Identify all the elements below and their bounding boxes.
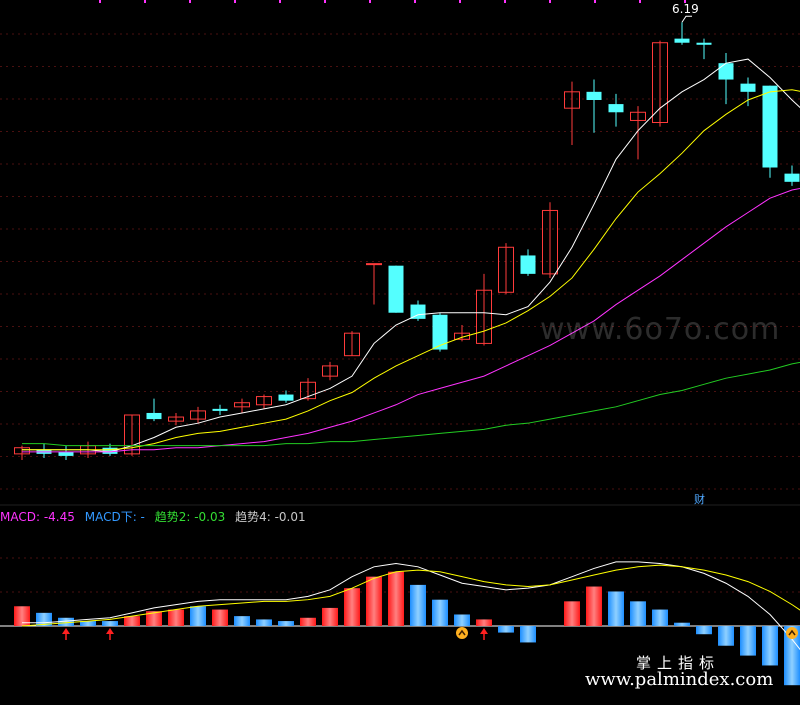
macd-bar [146, 611, 162, 626]
candle-body-down [696, 42, 712, 45]
macd-bar [212, 609, 228, 626]
watermark-6o7o: www.6o7o.com [540, 312, 781, 347]
ma-line [22, 89, 800, 451]
legend-trend2: 趋势2: -0.03 [154, 510, 226, 524]
candle-body-up [168, 416, 184, 422]
candle-body-up [454, 332, 470, 340]
macd-bar [300, 617, 316, 626]
signal-circle-icon [786, 627, 798, 639]
buy-arrow-head-icon [106, 628, 114, 634]
macd-legend: MACD: -4.45 MACD下: - 趋势2: -0.03 趋势4: -0.… [0, 508, 312, 525]
macd-bar [366, 576, 382, 626]
macd-bar [630, 601, 646, 626]
candle-body-up [652, 42, 668, 123]
macd-bar [784, 626, 800, 686]
macd-bar [520, 626, 536, 643]
macd-bar [344, 588, 360, 626]
signal-chevron-icon [458, 629, 466, 636]
legend-trend4: 趋势4: -0.01 [235, 510, 306, 524]
candle-body-up [300, 381, 316, 400]
candle-body-down [674, 38, 690, 43]
candle-body-up [322, 365, 338, 377]
macd-bar [168, 609, 184, 626]
legend-macd-down: MACD下: - [84, 510, 145, 524]
candle-body-up [234, 402, 250, 408]
candle-body-up [344, 332, 360, 357]
macd-bar [58, 617, 74, 626]
macd-line [21, 564, 800, 627]
macd-bar [256, 619, 272, 626]
macd-bar [674, 622, 690, 626]
macd-bar [652, 609, 668, 626]
candle-body-down [146, 412, 162, 420]
macd-bar [388, 571, 404, 626]
macd-bar [564, 601, 580, 626]
watermark-palmindex: www.palmindex.com [585, 669, 774, 690]
macd-bar [102, 621, 118, 626]
macd-bar [80, 621, 96, 626]
candle-body-down [388, 265, 404, 313]
buy-arrow-head-icon [480, 628, 488, 634]
peak-pointer [681, 15, 692, 23]
candle-body-down [740, 83, 756, 92]
candle-body-down [608, 104, 624, 113]
macd-bar [454, 614, 470, 626]
candle-body-up [498, 246, 514, 293]
candle-body-up [476, 289, 492, 344]
ma-line [22, 361, 800, 447]
candle-body-down [212, 408, 228, 411]
candle-body-up [190, 410, 206, 420]
macd-bar [14, 606, 30, 626]
macd-bar [190, 606, 206, 626]
watermark-palmindex-cn: 掌上指标 [636, 654, 721, 672]
candle-body-up [14, 447, 30, 455]
macd-bar [762, 626, 778, 666]
legend-macd: MACD: -4.45 [0, 510, 75, 524]
candle-body-up [542, 209, 558, 275]
signal-circle-icon [456, 627, 468, 639]
candle-body-down [410, 304, 426, 319]
ma-line [22, 58, 800, 453]
candle-body-down [762, 85, 778, 168]
candle-body-up [256, 396, 272, 406]
macd-bar [278, 621, 294, 626]
candle-body-down [58, 451, 74, 456]
macd-bar [498, 626, 514, 633]
candle-body-up [124, 414, 140, 455]
candle-body-down [520, 255, 536, 274]
macd-bar [322, 607, 338, 626]
macd-bar [234, 616, 250, 626]
candle-body-down [432, 314, 448, 350]
ma-line [22, 188, 800, 453]
candle-body-up [630, 111, 646, 121]
candle-body-down [278, 394, 294, 401]
candle-body-down [586, 91, 602, 100]
macd-bar [410, 584, 426, 626]
macd-bar [586, 586, 602, 626]
candle-body-down [784, 173, 800, 182]
cai-marker-label: 财 [694, 493, 705, 506]
macd-bar [124, 616, 140, 626]
macd-bar [608, 591, 624, 626]
candle-body-up [366, 263, 382, 266]
macd-bar [718, 626, 734, 646]
candle-body-down [102, 447, 118, 454]
candle-body-down [718, 63, 734, 80]
macd-bar [476, 619, 492, 626]
macd-bar [432, 599, 448, 626]
signal-chevron-icon [788, 629, 796, 636]
candle-body-up [564, 91, 580, 109]
buy-arrow-head-icon [62, 628, 70, 634]
macd-bar [696, 626, 712, 635]
macd-bar [740, 626, 756, 656]
peak-price-label: 6.19 [672, 2, 699, 16]
